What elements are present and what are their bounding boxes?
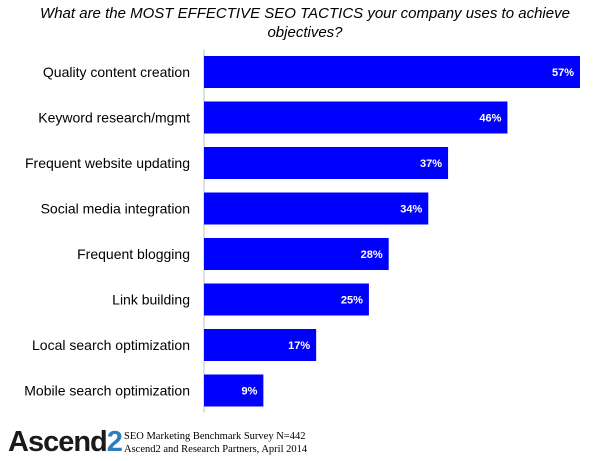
logo-text: Ascend — [8, 426, 108, 458]
bar — [204, 101, 508, 134]
source-line-2: Ascend2 and Research Partners, April 201… — [124, 444, 308, 455]
category-label: Social media integration — [41, 201, 190, 217]
bar — [204, 56, 580, 88]
data-label: 46% — [479, 113, 501, 125]
bar — [204, 283, 369, 316]
category-label: Local search optimization — [32, 337, 190, 353]
bar — [204, 192, 429, 225]
category-label: Link building — [112, 292, 190, 308]
category-label: Mobile search optimization — [24, 383, 190, 399]
data-label: 9% — [241, 386, 257, 398]
data-label: 17% — [288, 340, 310, 352]
source-note: SEO Marketing Benchmark Survey N=442 Asc… — [124, 430, 307, 456]
logo-accent: 2 — [106, 426, 123, 458]
category-label: Frequent website updating — [25, 155, 190, 171]
data-label: 28% — [361, 249, 383, 261]
category-label: Quality content creation — [43, 64, 190, 80]
bar — [204, 374, 264, 407]
data-label: 25% — [341, 295, 363, 307]
data-label: 34% — [400, 204, 422, 216]
data-label: 57% — [552, 67, 574, 79]
data-label: 37% — [420, 158, 442, 170]
bar — [204, 329, 317, 361]
ascend2-logo: Ascend2 — [8, 426, 123, 458]
category-label: Keyword research/mgmt — [38, 110, 190, 126]
category-label: Frequent blogging — [77, 246, 190, 262]
bar — [204, 147, 449, 179]
source-line-1: SEO Marketing Benchmark Survey N=442 — [124, 431, 306, 442]
chart-title: What are the MOST EFFECTIVE SEO TACTICS … — [40, 5, 570, 41]
bar — [204, 238, 389, 270]
